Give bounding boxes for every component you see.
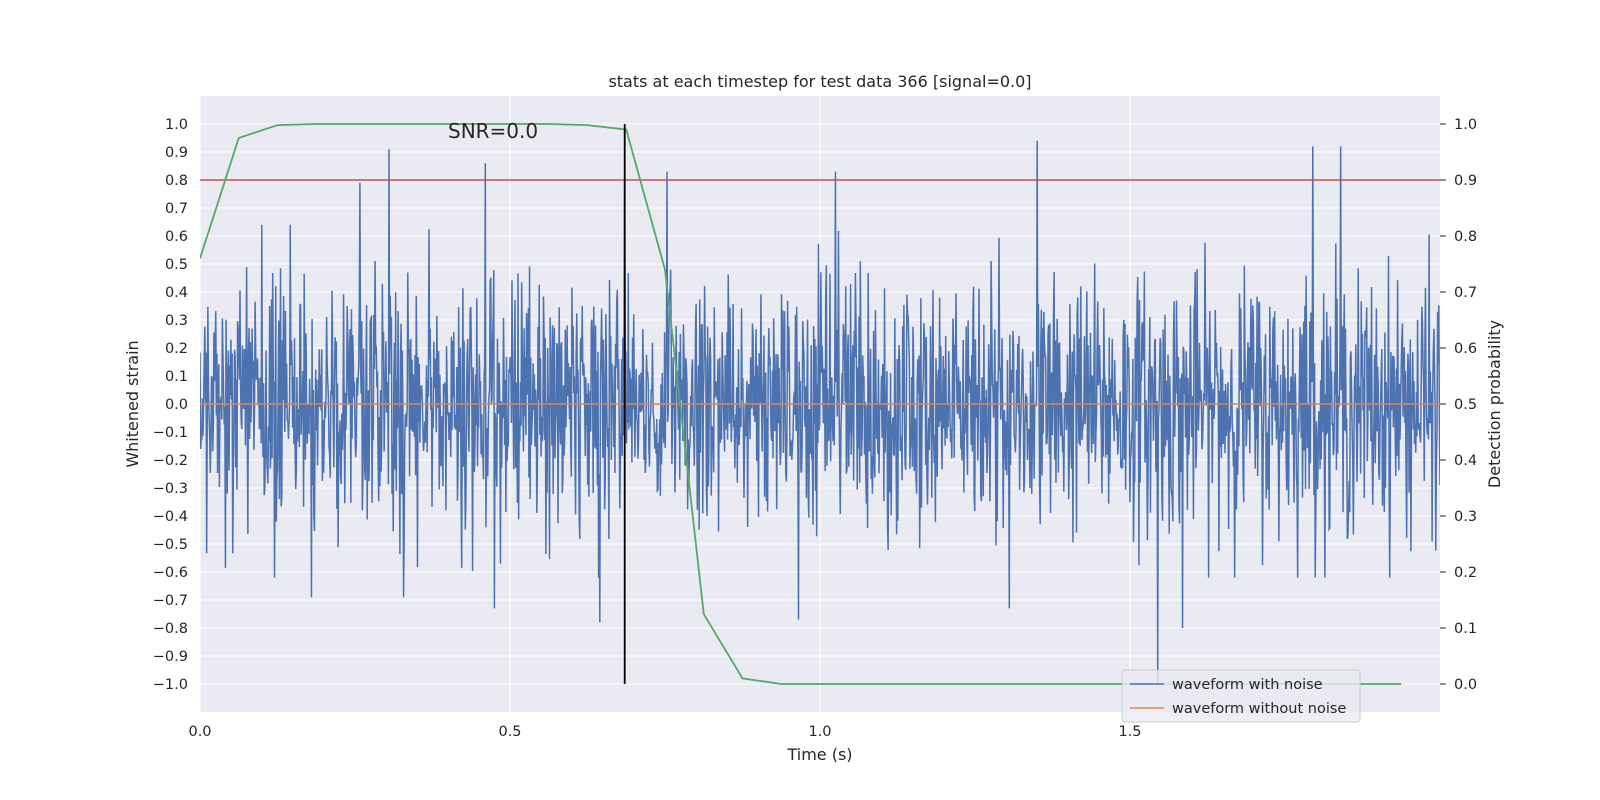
y2-tick-label: 0.9 bbox=[1454, 173, 1477, 189]
chart-title: stats at each timestep for test data 366… bbox=[608, 72, 1031, 91]
x-tick-label: 0.5 bbox=[498, 724, 521, 740]
y-tick-label: 0.1 bbox=[165, 369, 188, 385]
y2-tick-label: 0.0 bbox=[1454, 677, 1477, 693]
y2-tick-label: 0.8 bbox=[1454, 229, 1477, 245]
y-tick-label: −1.0 bbox=[153, 677, 188, 693]
y-tick-label: −0.9 bbox=[153, 649, 188, 665]
x-tick-label: 0.0 bbox=[188, 724, 211, 740]
snr-annotation: SNR=0.0 bbox=[448, 119, 538, 143]
x-tick-label: 1.5 bbox=[1118, 724, 1141, 740]
y-tick-label: 0.7 bbox=[165, 201, 188, 217]
y-tick-label: 0.0 bbox=[165, 397, 188, 413]
y-tick-label: −0.7 bbox=[153, 593, 188, 609]
y2-tick-label: 1.0 bbox=[1454, 117, 1477, 133]
y2-tick-label: 0.5 bbox=[1454, 397, 1477, 413]
y2-tick-label: 0.1 bbox=[1454, 621, 1477, 637]
legend: waveform with noise waveform without noi… bbox=[1121, 669, 1361, 723]
legend-label-clean: waveform without noise bbox=[1172, 701, 1346, 717]
x-axis-ticks: 0.0 0.5 1.0 1.5 bbox=[188, 724, 1141, 740]
y2-tick-label: 0.3 bbox=[1454, 509, 1477, 525]
y-tick-label: −0.1 bbox=[153, 425, 188, 441]
legend-label-noisy: waveform with noise bbox=[1172, 677, 1323, 693]
y-tick-label: 0.9 bbox=[165, 145, 188, 161]
y2-tick-label: 0.2 bbox=[1454, 565, 1477, 581]
series-waveform-with-noise bbox=[200, 140, 1440, 685]
y-tick-label: −0.6 bbox=[153, 565, 188, 581]
y-tick-label: 0.8 bbox=[165, 173, 188, 189]
y2-axis-label: Detection probability bbox=[1485, 320, 1504, 488]
y-tick-label: 0.4 bbox=[165, 285, 188, 301]
y2-tick-label: 0.4 bbox=[1454, 453, 1477, 469]
y-tick-label: 0.2 bbox=[165, 341, 188, 357]
y-tick-label: −0.3 bbox=[153, 481, 188, 497]
y-tick-label: −0.2 bbox=[153, 453, 188, 469]
y-tick-label: 1.0 bbox=[165, 117, 188, 133]
y2-tick-label: 0.7 bbox=[1454, 285, 1477, 301]
y-tick-label: −0.4 bbox=[153, 509, 188, 525]
y-axis-ticks: 1.0 0.9 0.8 0.7 0.6 0.5 0.4 0.3 0.2 0.1 0.0 −0.1 −0.… bbox=[153, 117, 188, 693]
y2-axis-ticks: 1.0 0.9 0.8 0.7 0.6 0.5 0.4 0.3 0.2 0.1 0.0 bbox=[1440, 117, 1477, 693]
x-axis-label: Time (s) bbox=[786, 745, 852, 764]
y-tick-label: 0.5 bbox=[165, 257, 188, 273]
y2-tick-label: 0.6 bbox=[1454, 341, 1477, 357]
y-tick-label: −0.5 bbox=[153, 537, 188, 553]
y-tick-label: 0.6 bbox=[165, 229, 188, 245]
y-axis-label: Whitened strain bbox=[123, 340, 142, 467]
y-tick-label: 0.3 bbox=[165, 313, 188, 329]
y-tick-label: −0.8 bbox=[153, 621, 188, 637]
legend-frame bbox=[1121, 669, 1361, 723]
x-tick-label: 1.0 bbox=[808, 724, 831, 740]
